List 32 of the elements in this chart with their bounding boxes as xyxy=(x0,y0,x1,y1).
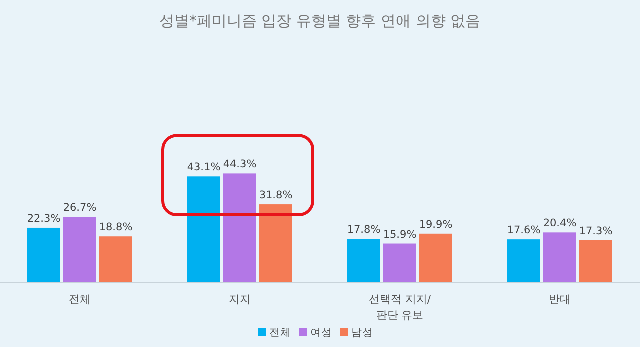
data-label: 44.3% xyxy=(223,158,257,171)
bar xyxy=(188,176,220,283)
bar xyxy=(420,234,452,283)
bar xyxy=(224,174,256,283)
data-label: 15.9% xyxy=(383,228,417,241)
legend-label: 전체 xyxy=(270,327,292,339)
x-tick-label: 전체 xyxy=(69,293,91,306)
data-label: 17.8% xyxy=(347,224,381,236)
data-label: 22.3% xyxy=(27,212,61,225)
bar xyxy=(100,236,132,283)
bar xyxy=(384,244,416,283)
data-label: 18.8% xyxy=(99,222,133,234)
x-tick-label: 선택적 지지/ 판단 유보 xyxy=(368,293,432,322)
bar xyxy=(544,232,576,283)
legend-label: 남성 xyxy=(352,327,374,339)
data-label: 31.8% xyxy=(259,190,293,202)
bar xyxy=(580,240,612,283)
data-label: 20.4% xyxy=(543,218,577,230)
legend-label: 여성 xyxy=(310,327,332,339)
bar xyxy=(260,204,292,283)
data-label: 19.9% xyxy=(419,218,453,231)
data-label: 17.6% xyxy=(507,224,541,237)
bar xyxy=(28,228,60,283)
x-tick-label: 지지 xyxy=(229,293,251,306)
x-tick-label: 반대 xyxy=(549,293,571,306)
bar xyxy=(348,239,380,283)
bar xyxy=(508,240,540,283)
data-label: 26.7% xyxy=(63,202,97,214)
chart-title: 성별*페미니즘 입장 유형별 향후 연애 의향 없음 xyxy=(159,12,481,30)
bar xyxy=(64,217,96,283)
data-label: 43.1% xyxy=(187,162,221,174)
data-label: 17.3% xyxy=(579,225,613,238)
